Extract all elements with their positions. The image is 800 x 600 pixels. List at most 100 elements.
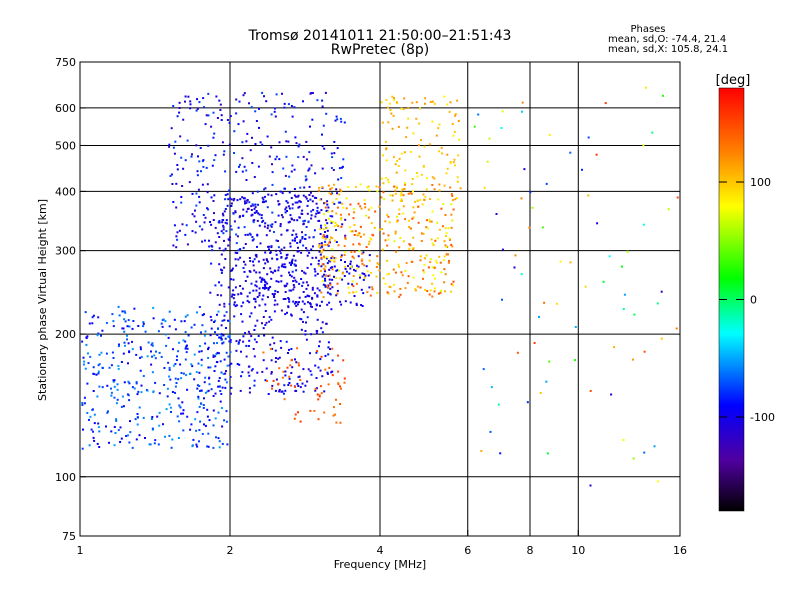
data-point xyxy=(286,366,289,369)
data-point xyxy=(431,242,434,245)
data-point xyxy=(406,281,409,284)
data-point xyxy=(212,200,215,202)
grid-lines xyxy=(80,62,680,536)
data-point xyxy=(178,404,181,407)
data-point xyxy=(264,324,267,326)
data-point xyxy=(202,407,205,409)
data-point xyxy=(135,382,138,385)
data-point xyxy=(203,397,205,400)
data-point xyxy=(153,442,156,445)
data-point xyxy=(326,373,329,375)
data-point xyxy=(411,178,414,180)
data-point xyxy=(343,121,346,124)
data-point xyxy=(243,200,246,203)
data-point xyxy=(182,409,185,412)
data-point xyxy=(91,408,94,411)
data-point xyxy=(172,348,174,351)
data-point xyxy=(221,221,224,224)
data-point xyxy=(186,347,189,350)
data-point xyxy=(324,265,327,268)
data-point xyxy=(396,215,398,218)
data-point xyxy=(298,216,301,219)
data-point xyxy=(242,120,245,123)
data-point xyxy=(335,229,337,231)
data-point xyxy=(660,290,663,293)
data-point xyxy=(268,320,271,323)
data-point xyxy=(651,131,654,134)
data-point xyxy=(240,375,243,378)
data-point xyxy=(247,345,250,347)
data-point xyxy=(367,274,370,277)
data-point xyxy=(271,347,274,350)
data-point xyxy=(270,270,273,273)
data-point xyxy=(201,324,204,327)
data-point xyxy=(135,438,138,441)
data-point xyxy=(280,214,283,217)
data-point xyxy=(184,159,187,162)
data-point xyxy=(335,197,338,200)
data-point xyxy=(224,221,227,224)
data-point xyxy=(326,243,329,246)
data-point xyxy=(404,287,407,290)
data-point xyxy=(318,395,321,398)
data-point xyxy=(632,358,634,361)
data-point xyxy=(278,203,281,205)
data-point xyxy=(305,338,308,341)
data-point xyxy=(328,268,331,271)
data-point xyxy=(224,208,227,210)
data-point xyxy=(350,251,353,254)
data-point xyxy=(240,313,243,316)
data-point xyxy=(285,200,288,203)
data-point xyxy=(230,228,233,231)
data-point xyxy=(281,376,284,379)
data-point xyxy=(327,217,330,220)
data-point xyxy=(324,279,327,282)
data-point xyxy=(400,192,403,195)
data-point xyxy=(158,424,161,427)
data-point xyxy=(188,181,191,184)
data-point xyxy=(420,232,423,235)
data-point xyxy=(314,196,316,199)
data-point xyxy=(233,152,235,154)
data-point xyxy=(262,267,265,270)
data-point xyxy=(262,359,265,362)
data-point xyxy=(97,426,100,429)
data-point xyxy=(456,197,459,199)
data-point xyxy=(224,337,227,340)
data-point xyxy=(253,297,256,300)
data-point xyxy=(327,210,330,213)
data-point xyxy=(197,362,200,365)
data-point xyxy=(142,375,145,377)
data-point xyxy=(288,191,291,194)
data-point xyxy=(182,167,185,170)
data-point xyxy=(367,216,370,219)
data-point xyxy=(117,345,120,348)
data-point xyxy=(394,192,397,195)
data-point xyxy=(244,202,246,205)
data-point xyxy=(263,200,266,203)
data-point xyxy=(301,284,304,287)
data-point xyxy=(253,355,256,358)
data-point xyxy=(198,385,201,387)
data-point xyxy=(219,390,222,392)
data-point xyxy=(270,246,273,249)
data-point xyxy=(538,315,540,318)
data-point xyxy=(93,422,96,425)
data-point xyxy=(409,244,412,247)
data-point xyxy=(182,412,185,415)
data-point xyxy=(184,358,187,361)
data-point xyxy=(362,278,365,281)
data-point xyxy=(328,274,331,277)
data-point xyxy=(195,371,198,374)
data-point xyxy=(257,212,260,215)
data-point xyxy=(622,439,625,441)
data-point xyxy=(144,437,146,439)
data-point xyxy=(235,233,238,236)
data-point xyxy=(407,107,410,109)
data-point xyxy=(148,443,151,446)
data-point xyxy=(249,260,252,262)
data-point xyxy=(340,225,343,228)
data-point xyxy=(222,224,225,227)
data-point xyxy=(424,102,426,105)
data-point xyxy=(229,115,232,118)
